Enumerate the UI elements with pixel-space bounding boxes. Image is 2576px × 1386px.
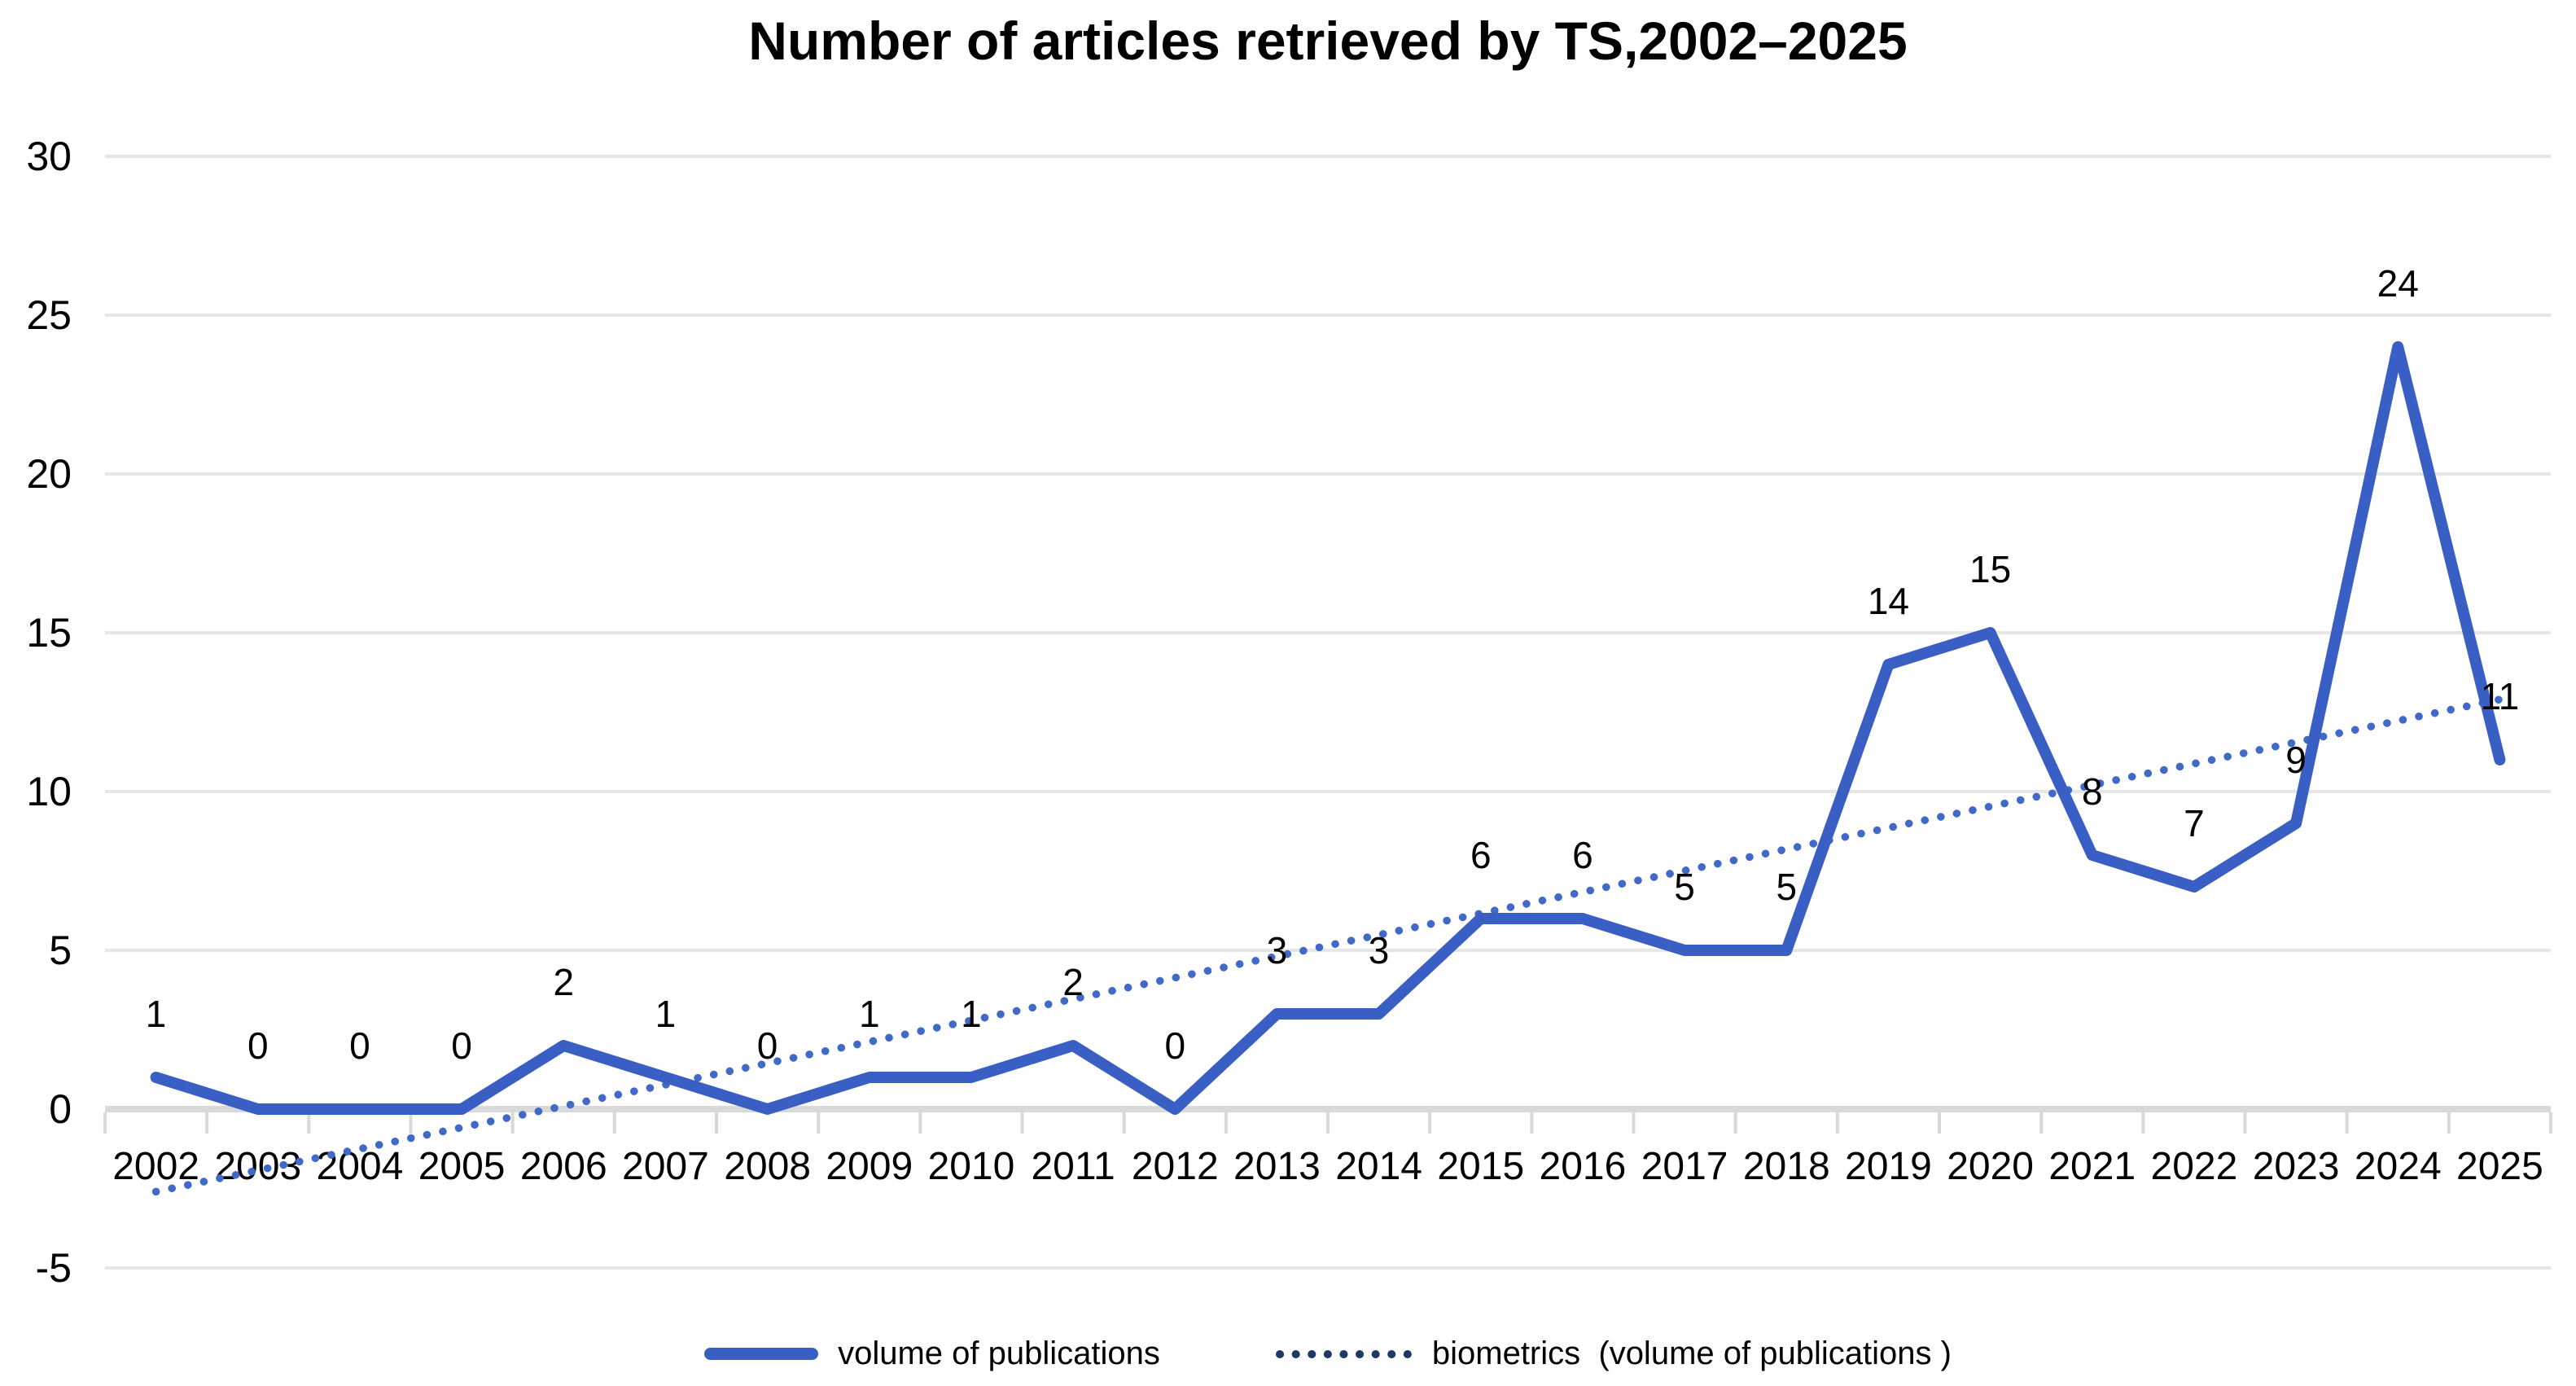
legend: volume of publications biometrics (volum… [105, 1321, 2551, 1386]
series-line-volume-of-publications [150, 341, 2506, 1115]
data-label-2002: 1 [146, 993, 167, 1035]
y-axis-label: 10 [26, 769, 72, 814]
data-label-2019: 14 [1868, 580, 1909, 622]
data-label-2003: 0 [248, 1024, 269, 1067]
data-label-2017: 5 [1674, 866, 1695, 908]
x-axis-label-2010: 2010 [928, 1145, 1015, 1188]
data-label-2012: 0 [1164, 1024, 1185, 1067]
x-axis-label-2008: 2008 [724, 1145, 811, 1188]
legend-item-volume-of-publications: volume of publications [704, 1336, 1160, 1372]
x-axis-label-2020: 2020 [1947, 1145, 2034, 1188]
x-axis-label-2017: 2017 [1641, 1145, 1728, 1188]
data-label-2021: 8 [2082, 770, 2103, 813]
solid-line-icon [704, 1347, 819, 1360]
data-label-2006: 2 [553, 961, 574, 1003]
data-label-2023: 9 [2285, 739, 2307, 781]
x-axis-label-2019: 2019 [1845, 1145, 1932, 1188]
x-axis-label-2013: 2013 [1233, 1145, 1321, 1188]
x-axis-label-2023: 2023 [2253, 1145, 2340, 1188]
data-label-2004: 0 [349, 1024, 370, 1067]
data-label-2008: 0 [757, 1024, 778, 1067]
data-label-2011: 2 [1062, 961, 1084, 1003]
x-axis-label-2009: 2009 [826, 1145, 913, 1188]
legend-item-biometrics: biometrics (volume of publications ) [1274, 1336, 1952, 1372]
dotted-line-icon [1275, 1349, 1412, 1358]
x-axis-label-2014: 2014 [1335, 1145, 1422, 1188]
x-axis-label-2021: 2021 [2048, 1145, 2136, 1188]
x-axis-label-2011: 2011 [1031, 1145, 1115, 1188]
data-label-2014: 3 [1369, 929, 1390, 972]
x-axis-label-2005: 2005 [418, 1145, 506, 1188]
data-label-2018: 5 [1776, 866, 1797, 908]
data-label-2013: 3 [1267, 929, 1288, 972]
data-label-2020: 15 [1969, 548, 2011, 590]
data-label-2022: 7 [2184, 802, 2205, 844]
data-label-2010: 1 [961, 993, 982, 1035]
x-axis-label-2004: 2004 [317, 1145, 404, 1188]
y-axis-label: 30 [26, 134, 72, 179]
data-label-2007: 1 [655, 993, 677, 1035]
x-axis-label-2018: 2018 [1743, 1145, 1830, 1188]
data-label-2009: 1 [859, 993, 880, 1035]
y-axis-label: 0 [49, 1086, 72, 1132]
x-axis-label-2025: 2025 [2456, 1145, 2543, 1188]
x-axis-label-2007: 2007 [622, 1145, 709, 1188]
x-axis-label-2016: 2016 [1540, 1145, 1627, 1188]
x-axis-label-2002: 2002 [112, 1145, 199, 1188]
data-label-2005: 0 [451, 1024, 472, 1067]
chart-title: Number of articles retrieved by TS,2002–… [748, 11, 1908, 71]
x-axis-label-2006: 2006 [520, 1145, 607, 1188]
x-axis-label-2022: 2022 [2151, 1145, 2238, 1188]
x-axis-label-2003: 2003 [214, 1145, 301, 1188]
y-axis-label: -5 [36, 1245, 72, 1291]
y-axis-label: 5 [49, 928, 72, 973]
x-axis-label-2024: 2024 [2355, 1145, 2442, 1188]
y-axis-label: 15 [26, 610, 72, 656]
data-label-2024: 24 [2377, 262, 2419, 305]
legend-label-volume-of-publications: volume of publications [838, 1335, 1160, 1371]
data-label-2015: 6 [1470, 834, 1492, 876]
y-axis-label: 25 [26, 292, 72, 338]
x-axis-label-2012: 2012 [1132, 1145, 1219, 1188]
y-axis-label: 20 [26, 451, 72, 497]
legend-label-biometrics: biometrics (volume of publications ) [1431, 1335, 1952, 1371]
data-label-2025: 11 [2481, 675, 2520, 717]
data-label-2016: 6 [1572, 834, 1593, 876]
x-axis-label-2015: 2015 [1437, 1145, 1524, 1188]
